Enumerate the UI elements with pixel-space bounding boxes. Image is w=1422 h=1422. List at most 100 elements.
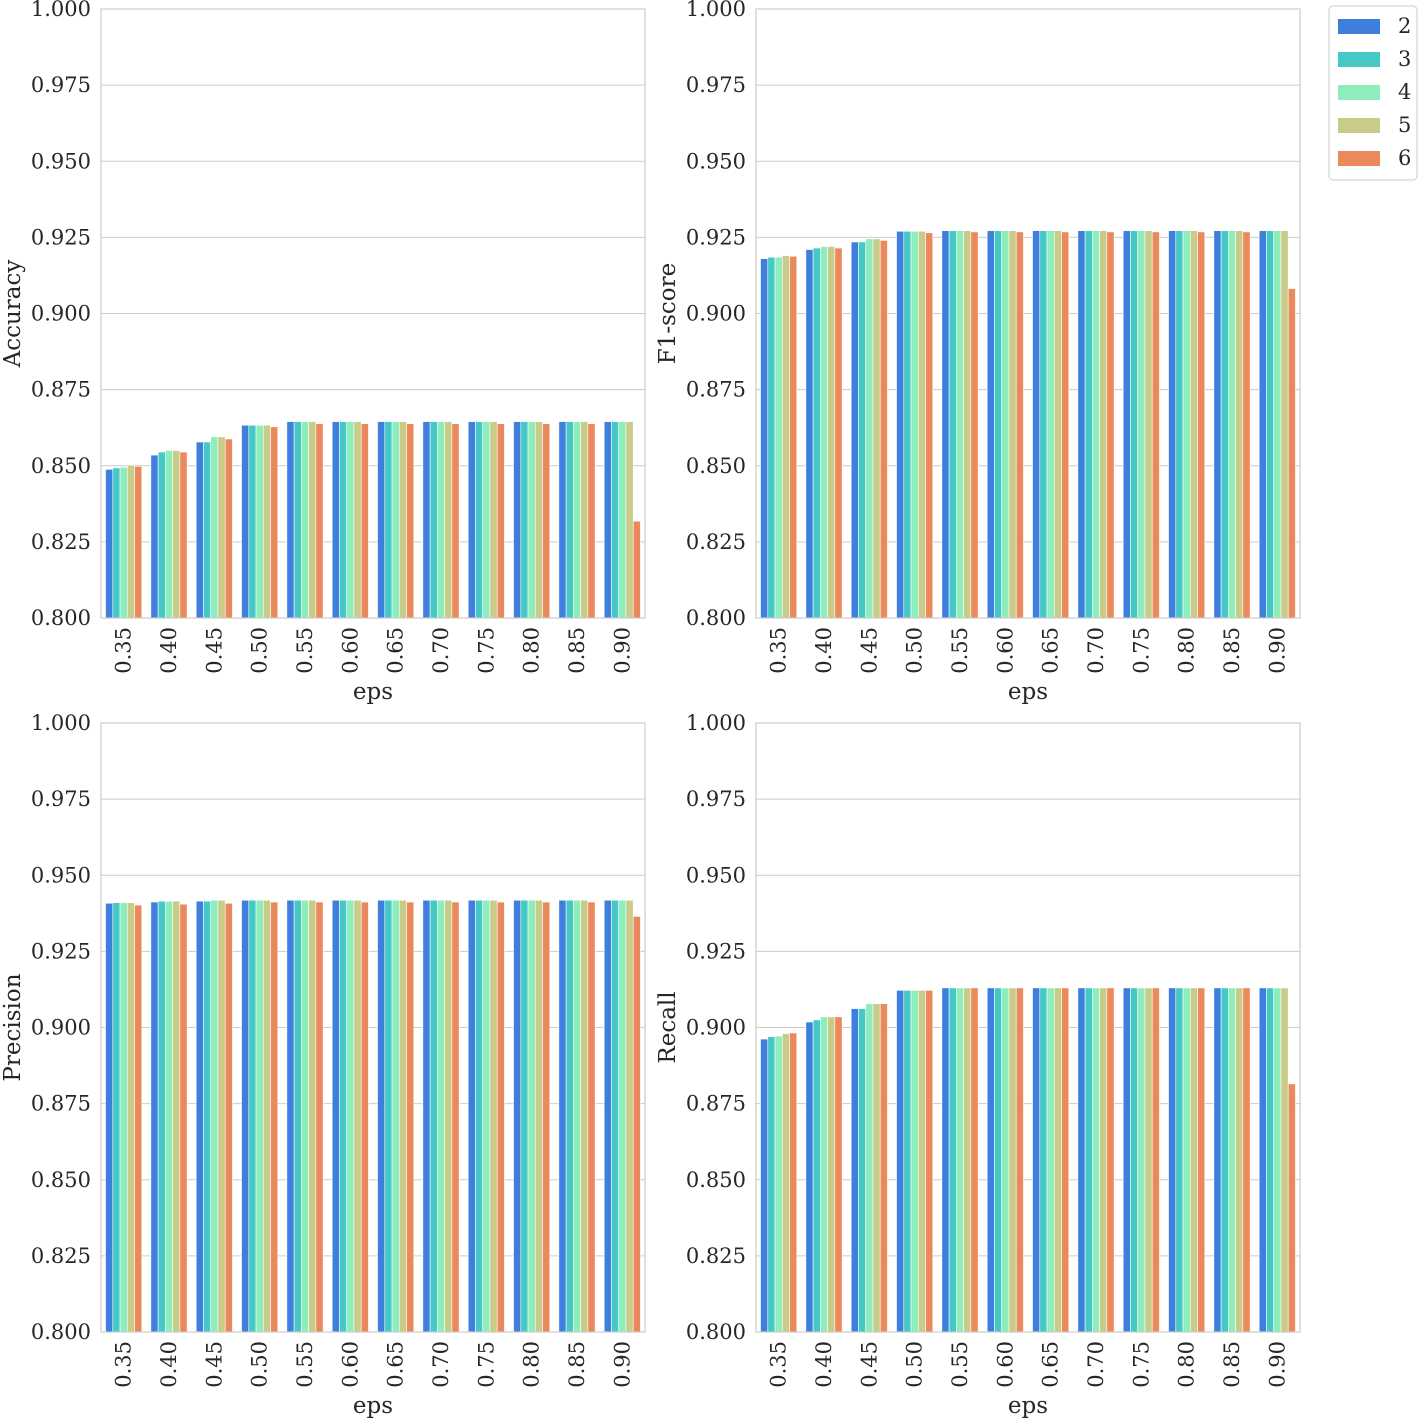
bar	[179, 451, 188, 619]
bar	[580, 899, 589, 1333]
bar	[1235, 230, 1244, 619]
bar	[1189, 987, 1198, 1333]
bar	[203, 900, 211, 1333]
y-axis-label: Accuracy	[0, 260, 26, 369]
x-axis-label: eps	[353, 1393, 393, 1418]
x-tick-label: 0.85	[1220, 627, 1244, 674]
bar	[1053, 987, 1062, 1333]
y-tick-label: 0.950	[31, 149, 91, 173]
bar	[1258, 987, 1267, 1333]
bar	[767, 1036, 776, 1333]
x-tick-label: 0.70	[429, 1341, 453, 1388]
bar	[224, 902, 233, 1333]
bar	[896, 230, 905, 619]
bar	[986, 230, 995, 619]
y-tick-label: 0.950	[686, 863, 746, 887]
bar	[1015, 987, 1024, 1333]
bar	[346, 899, 355, 1333]
bar	[437, 899, 445, 1333]
bar	[618, 899, 627, 1333]
subplot-accuracy: 0.800 0.825 0.850 0.875 0.900 0.925 0.950 0.975…	[0, 0, 646, 705]
bar	[1242, 231, 1251, 619]
x-tick-label: 0.65	[1039, 1341, 1063, 1388]
bar	[360, 901, 369, 1333]
bar	[119, 466, 128, 619]
bar	[789, 1032, 798, 1333]
bar	[1213, 987, 1222, 1333]
bar	[451, 901, 460, 1333]
y-tick-label: 0.925	[31, 225, 91, 249]
x-tick-label: 0.90	[1265, 1341, 1289, 1388]
bar	[384, 899, 393, 1333]
legend-label: 2	[1398, 14, 1411, 38]
bar	[210, 436, 219, 619]
bar	[262, 424, 271, 619]
bar	[1122, 230, 1131, 619]
y-tick-label: 1.000	[31, 711, 91, 735]
bar	[1092, 230, 1100, 619]
bar	[195, 900, 204, 1333]
bar	[1008, 987, 1017, 1333]
bar	[1175, 230, 1184, 619]
x-tick-label: 0.90	[610, 627, 634, 674]
y-tick-label: 0.875	[686, 1092, 746, 1116]
x-tick-label: 0.55	[948, 1341, 972, 1388]
bar	[241, 899, 250, 1333]
x-tick-label: 0.80	[520, 627, 544, 674]
bar	[301, 421, 309, 619]
bar	[105, 902, 114, 1333]
bar	[384, 421, 393, 619]
bar	[994, 230, 1003, 619]
subplot-f1-score: 0.800 0.825 0.850 0.875 0.900 0.925 0.950 0.975…	[655, 0, 1301, 705]
bar	[1099, 230, 1108, 619]
bar	[1137, 230, 1146, 619]
bar	[377, 899, 386, 1333]
bar	[391, 899, 400, 1333]
bar	[970, 231, 979, 619]
x-tick-label: 0.65	[1039, 627, 1063, 674]
x-tick-label: 0.40	[157, 1341, 181, 1388]
y-tick-label: 0.825	[31, 530, 91, 554]
legend-swatch	[1338, 151, 1380, 166]
bar	[520, 421, 529, 619]
bar	[1287, 288, 1296, 619]
bar	[308, 899, 317, 1333]
bar	[1032, 230, 1041, 619]
bar	[917, 990, 926, 1333]
bar	[1077, 987, 1086, 1333]
bar	[632, 520, 641, 619]
x-tick-label: 0.35	[767, 627, 791, 674]
bar	[611, 421, 620, 619]
y-axis-label: F1-score	[655, 263, 681, 365]
bar	[587, 423, 596, 619]
legend-label: 4	[1398, 80, 1411, 104]
bar	[527, 899, 536, 1333]
bar	[1084, 230, 1093, 619]
bar	[475, 421, 484, 619]
x-tick-label: 0.60	[338, 627, 362, 674]
bar	[781, 255, 790, 619]
bar	[618, 421, 627, 619]
axes-frame	[100, 8, 646, 619]
bar	[315, 901, 324, 1333]
bar	[513, 421, 522, 619]
x-tick-label: 0.85	[1220, 1341, 1244, 1388]
x-tick-label: 0.75	[1129, 627, 1153, 674]
y-tick-label: 0.875	[31, 378, 91, 402]
x-tick-label: 0.40	[812, 627, 836, 674]
bar	[805, 1021, 814, 1333]
bar	[248, 424, 257, 619]
bar	[105, 469, 114, 619]
bar	[475, 899, 484, 1333]
bar	[1235, 987, 1244, 1333]
y-tick-label: 0.850	[686, 454, 746, 478]
bar	[820, 1016, 828, 1333]
bar	[331, 899, 340, 1333]
bar	[558, 899, 567, 1333]
bar	[1168, 230, 1177, 619]
bar	[1001, 230, 1010, 619]
bar	[398, 899, 407, 1333]
bar	[910, 990, 919, 1333]
bar	[217, 899, 226, 1333]
y-tick-label: 0.950	[31, 863, 91, 887]
